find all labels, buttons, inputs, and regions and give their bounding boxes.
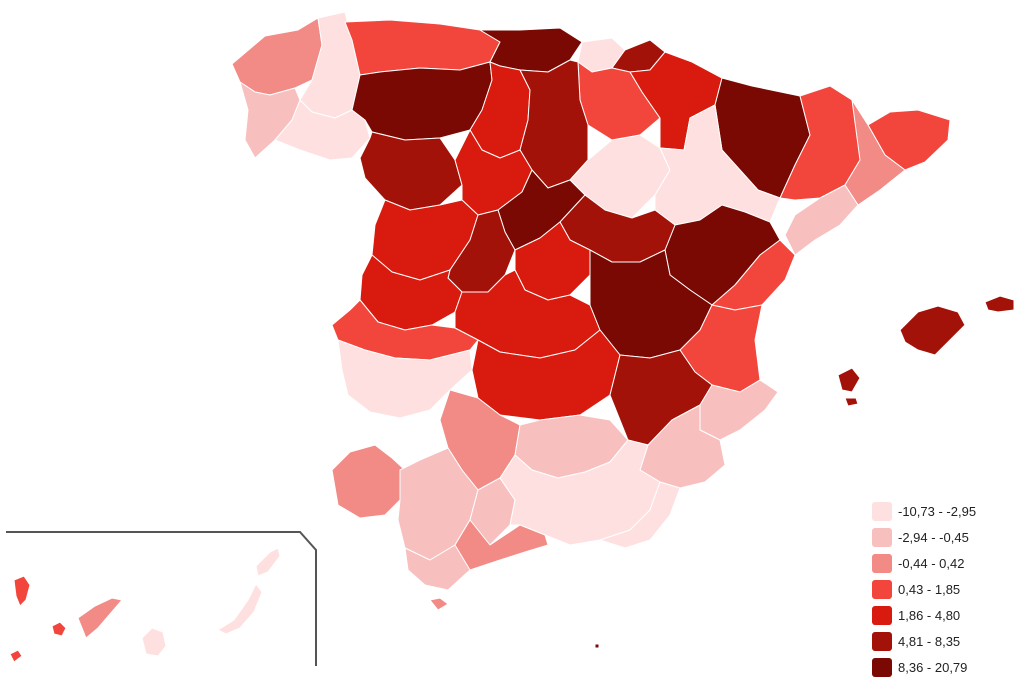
legend-label: -10,73 - -2,95: [898, 503, 977, 519]
province-tarragona[interactable]: [784, 184, 859, 256]
legend-swatch: [872, 501, 892, 521]
province-almeria-coast[interactable]: [454, 519, 549, 571]
legend-swatch: [872, 631, 892, 651]
legend-swatch: [872, 605, 892, 625]
canary-inset-frame: [6, 531, 317, 666]
legend-item: -2,94 - -0,45: [872, 524, 1020, 550]
province-el-hierro[interactable]: [9, 649, 23, 663]
legend-label: -2,94 - -0,45: [898, 529, 969, 545]
province-a-coruna[interactable]: [231, 17, 323, 96]
legend-label: 8,36 - 20,79: [898, 659, 968, 675]
province-lanzarote[interactable]: [255, 547, 281, 577]
province-melilla[interactable]: [594, 643, 600, 649]
legend: -10,73 - -2,95 -2,94 - -0,45 -0,44 - 0,4…: [872, 498, 1020, 680]
province-mallorca[interactable]: [899, 305, 966, 356]
province-sevilla[interactable]: [331, 444, 406, 519]
province-menorca[interactable]: [984, 295, 1015, 313]
province-ourense[interactable]: [274, 99, 371, 161]
legend-item: 1,86 - 4,80: [872, 602, 1020, 628]
legend-item: -0,44 - 0,42: [872, 550, 1020, 576]
legend-item: 0,43 - 1,85: [872, 576, 1020, 602]
province-la-gomera[interactable]: [51, 621, 67, 637]
legend-item: 4,81 - 8,35: [872, 628, 1020, 654]
legend-swatch: [872, 527, 892, 547]
province-formentera[interactable]: [844, 397, 859, 407]
province-fuerteventura[interactable]: [217, 583, 263, 635]
province-gran-canaria[interactable]: [141, 627, 167, 657]
legend-swatch: [872, 657, 892, 677]
legend-item: -10,73 - -2,95: [872, 498, 1020, 524]
legend-label: -0,44 - 0,42: [898, 555, 965, 571]
province-tenerife[interactable]: [77, 597, 123, 639]
province-ibiza[interactable]: [837, 367, 861, 393]
province-barcelona[interactable]: [844, 99, 906, 206]
legend-label: 0,43 - 1,85: [898, 581, 961, 597]
legend-swatch: [872, 553, 892, 573]
legend-label: 1,86 - 4,80: [898, 607, 961, 623]
legend-label: 4,81 - 8,35: [898, 633, 961, 649]
province-la-palma[interactable]: [13, 575, 31, 607]
province-almeria[interactable]: [599, 481, 681, 549]
legend-swatch: [872, 579, 892, 599]
province-ceuta[interactable]: [429, 597, 449, 611]
province-zamora[interactable]: [359, 131, 463, 211]
legend-item: 8,36 - 20,79: [872, 654, 1020, 680]
